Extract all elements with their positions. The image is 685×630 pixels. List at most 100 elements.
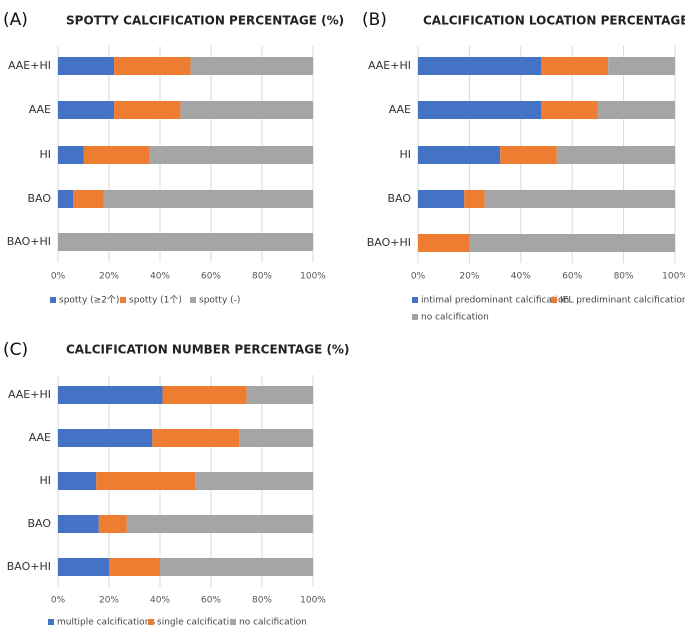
legend-label: multiple calcifications bbox=[57, 618, 155, 628]
y-tick-label: HI bbox=[39, 474, 51, 487]
legend-label: single calcificatin bbox=[157, 618, 235, 628]
y-tick-label: BAO bbox=[27, 517, 51, 530]
bar-segment bbox=[541, 101, 598, 119]
chart-title: CALCIFICATION NUMBER PERCENTAGE (%) bbox=[66, 343, 349, 357]
x-tick-label: 40% bbox=[511, 272, 531, 282]
y-tick-label: BAO+HI bbox=[7, 235, 51, 248]
bar-segment bbox=[556, 146, 675, 164]
bar-segment bbox=[484, 190, 675, 208]
y-tick-label: AAE bbox=[389, 103, 411, 116]
bar-segment bbox=[83, 146, 150, 164]
legend-swatch bbox=[190, 297, 196, 303]
legend-swatch bbox=[412, 314, 418, 320]
x-tick-label: 80% bbox=[252, 596, 272, 606]
bar-segment bbox=[114, 101, 181, 119]
bar-segment bbox=[58, 233, 313, 251]
bar-segment bbox=[149, 146, 313, 164]
bar-segment bbox=[126, 515, 313, 533]
legend-swatch bbox=[48, 619, 54, 625]
x-tick-label: 0% bbox=[51, 596, 66, 606]
legend-label: spotty (-) bbox=[199, 296, 240, 306]
x-tick-label: 20% bbox=[99, 596, 119, 606]
bar-segment bbox=[418, 190, 465, 208]
panel-label: (C) bbox=[3, 340, 28, 360]
legend-swatch bbox=[50, 297, 56, 303]
x-tick-label: 40% bbox=[150, 272, 170, 282]
legend-label: IEL prediminant calcification bbox=[560, 296, 685, 306]
bar-segment bbox=[103, 190, 314, 208]
bar-segment bbox=[418, 234, 470, 252]
bar-segment bbox=[469, 234, 675, 252]
legend-swatch bbox=[148, 619, 154, 625]
legend-swatch bbox=[412, 297, 418, 303]
bar-segment bbox=[96, 472, 196, 490]
bar-segment bbox=[58, 429, 153, 447]
bar-segment bbox=[58, 515, 99, 533]
x-tick-label: 0% bbox=[51, 272, 66, 282]
bar-segment bbox=[58, 190, 74, 208]
bar-segment bbox=[58, 472, 97, 490]
bar-segment bbox=[418, 146, 501, 164]
bar-segment bbox=[608, 57, 675, 75]
x-tick-label: 40% bbox=[150, 596, 170, 606]
legend-swatch bbox=[230, 619, 236, 625]
bar-segment bbox=[597, 101, 675, 119]
y-tick-label: AAE bbox=[29, 431, 51, 444]
x-tick-label: 20% bbox=[99, 272, 119, 282]
legend-label: no calcification bbox=[239, 618, 307, 628]
bar-segment bbox=[195, 472, 313, 490]
bar-segment bbox=[500, 146, 557, 164]
x-tick-label: 100% bbox=[300, 596, 326, 606]
bar-segment bbox=[418, 101, 542, 119]
bar-segment bbox=[58, 57, 115, 75]
bar-segment bbox=[246, 386, 313, 404]
chart-title: SPOTTY CALCIFICATION PERCENTAGE (%) bbox=[66, 14, 344, 28]
x-tick-label: 20% bbox=[459, 272, 479, 282]
bar-segment bbox=[58, 558, 109, 576]
bar-segment bbox=[190, 57, 313, 75]
panel-label: (B) bbox=[362, 10, 387, 30]
x-tick-label: 100% bbox=[300, 272, 326, 282]
x-tick-label: 100% bbox=[662, 272, 685, 282]
y-tick-label: HI bbox=[399, 148, 411, 161]
bar-segment bbox=[109, 558, 160, 576]
legend-swatch bbox=[551, 297, 557, 303]
bar-segment bbox=[239, 429, 313, 447]
x-tick-label: 60% bbox=[201, 272, 221, 282]
bar-segment bbox=[58, 101, 115, 119]
y-tick-label: AAE+HI bbox=[8, 59, 51, 72]
y-tick-label: BAO+HI bbox=[367, 236, 411, 249]
panel-label: (A) bbox=[3, 10, 28, 30]
legend-swatch bbox=[120, 297, 126, 303]
y-tick-label: AAE+HI bbox=[8, 388, 51, 401]
legend-label: intimal predominant calcification bbox=[421, 296, 569, 306]
bar-segment bbox=[418, 57, 542, 75]
y-tick-label: BAO bbox=[387, 192, 411, 205]
x-tick-label: 0% bbox=[411, 272, 426, 282]
bar-segment bbox=[160, 558, 313, 576]
y-tick-label: AAE bbox=[29, 103, 51, 116]
bar-segment bbox=[180, 101, 313, 119]
bar-segment bbox=[58, 386, 163, 404]
bar-segment bbox=[541, 57, 609, 75]
bar-segment bbox=[152, 429, 240, 447]
x-tick-label: 80% bbox=[614, 272, 634, 282]
x-tick-label: 80% bbox=[252, 272, 272, 282]
legend-label: no calcification bbox=[421, 313, 489, 323]
legend-label: spotty (≥2个) bbox=[59, 295, 119, 306]
y-tick-label: HI bbox=[39, 148, 51, 161]
bar-segment bbox=[58, 146, 84, 164]
x-tick-label: 60% bbox=[201, 596, 221, 606]
y-tick-label: AAE+HI bbox=[368, 59, 411, 72]
y-tick-label: BAO bbox=[27, 192, 51, 205]
y-tick-label: BAO+HI bbox=[7, 560, 51, 573]
x-tick-label: 60% bbox=[562, 272, 582, 282]
bar-segment bbox=[98, 515, 127, 533]
bar-segment bbox=[162, 386, 247, 404]
legend-label: spotty (1个) bbox=[129, 295, 182, 306]
bar-segment bbox=[114, 57, 191, 75]
chart-title: CALCIFICATION LOCATION PERCENTAGE (%) bbox=[423, 14, 685, 28]
bar-segment bbox=[73, 190, 104, 208]
bar-segment bbox=[464, 190, 485, 208]
